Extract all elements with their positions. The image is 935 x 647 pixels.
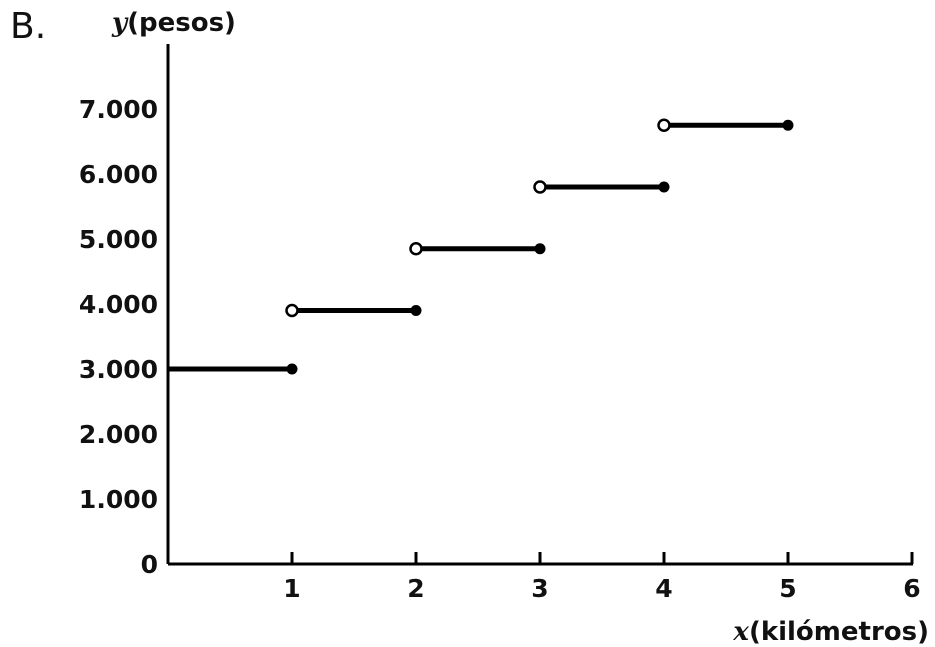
x-axis-var: x bbox=[732, 617, 749, 647]
y-axis-unit: (pesos) bbox=[127, 8, 236, 38]
closed-endpoint bbox=[410, 305, 422, 316]
open-endpoint bbox=[285, 303, 299, 318]
x-axis-title: x(kilómetros) bbox=[732, 617, 929, 647]
y-ticks: 0 1.000 2.000 3.000 4.000 5.000 6.000 7.000 bbox=[79, 95, 158, 579]
y-tick-label: 0 bbox=[141, 550, 158, 579]
closed-endpoint bbox=[286, 363, 298, 375]
x-tick-label: 1 bbox=[283, 574, 300, 603]
open-endpoint bbox=[409, 242, 423, 256]
y-tick-label: 3.000 bbox=[79, 355, 158, 384]
panel-label: B. bbox=[10, 6, 46, 47]
x-tick-label: 2 bbox=[407, 574, 424, 603]
x-ticks: 1 2 3 4 5 6 bbox=[283, 552, 921, 603]
x-axis-unit: (kilómetros) bbox=[749, 617, 929, 647]
open-endpoint bbox=[657, 118, 671, 132]
step-segments bbox=[168, 118, 794, 375]
x-tick-label: 4 bbox=[655, 574, 672, 603]
y-tick-label: 7.000 bbox=[79, 95, 158, 124]
x-tick-label: 5 bbox=[779, 574, 796, 603]
closed-endpoint bbox=[782, 119, 794, 131]
closed-endpoint bbox=[658, 181, 670, 193]
open-endpoint bbox=[533, 180, 547, 194]
closed-endpoint bbox=[534, 243, 546, 255]
y-tick-label: 5.000 bbox=[79, 225, 158, 254]
y-axis-title: y(pesos) bbox=[111, 8, 236, 38]
x-tick-label: 3 bbox=[531, 574, 548, 603]
y-tick-label: 4.000 bbox=[79, 290, 158, 319]
y-tick-label: 1.000 bbox=[79, 485, 158, 514]
y-tick-label: 6.000 bbox=[79, 160, 158, 189]
x-tick-label: 6 bbox=[903, 574, 920, 603]
y-axis-var: y bbox=[111, 8, 129, 38]
y-tick-label: 2.000 bbox=[79, 420, 158, 449]
